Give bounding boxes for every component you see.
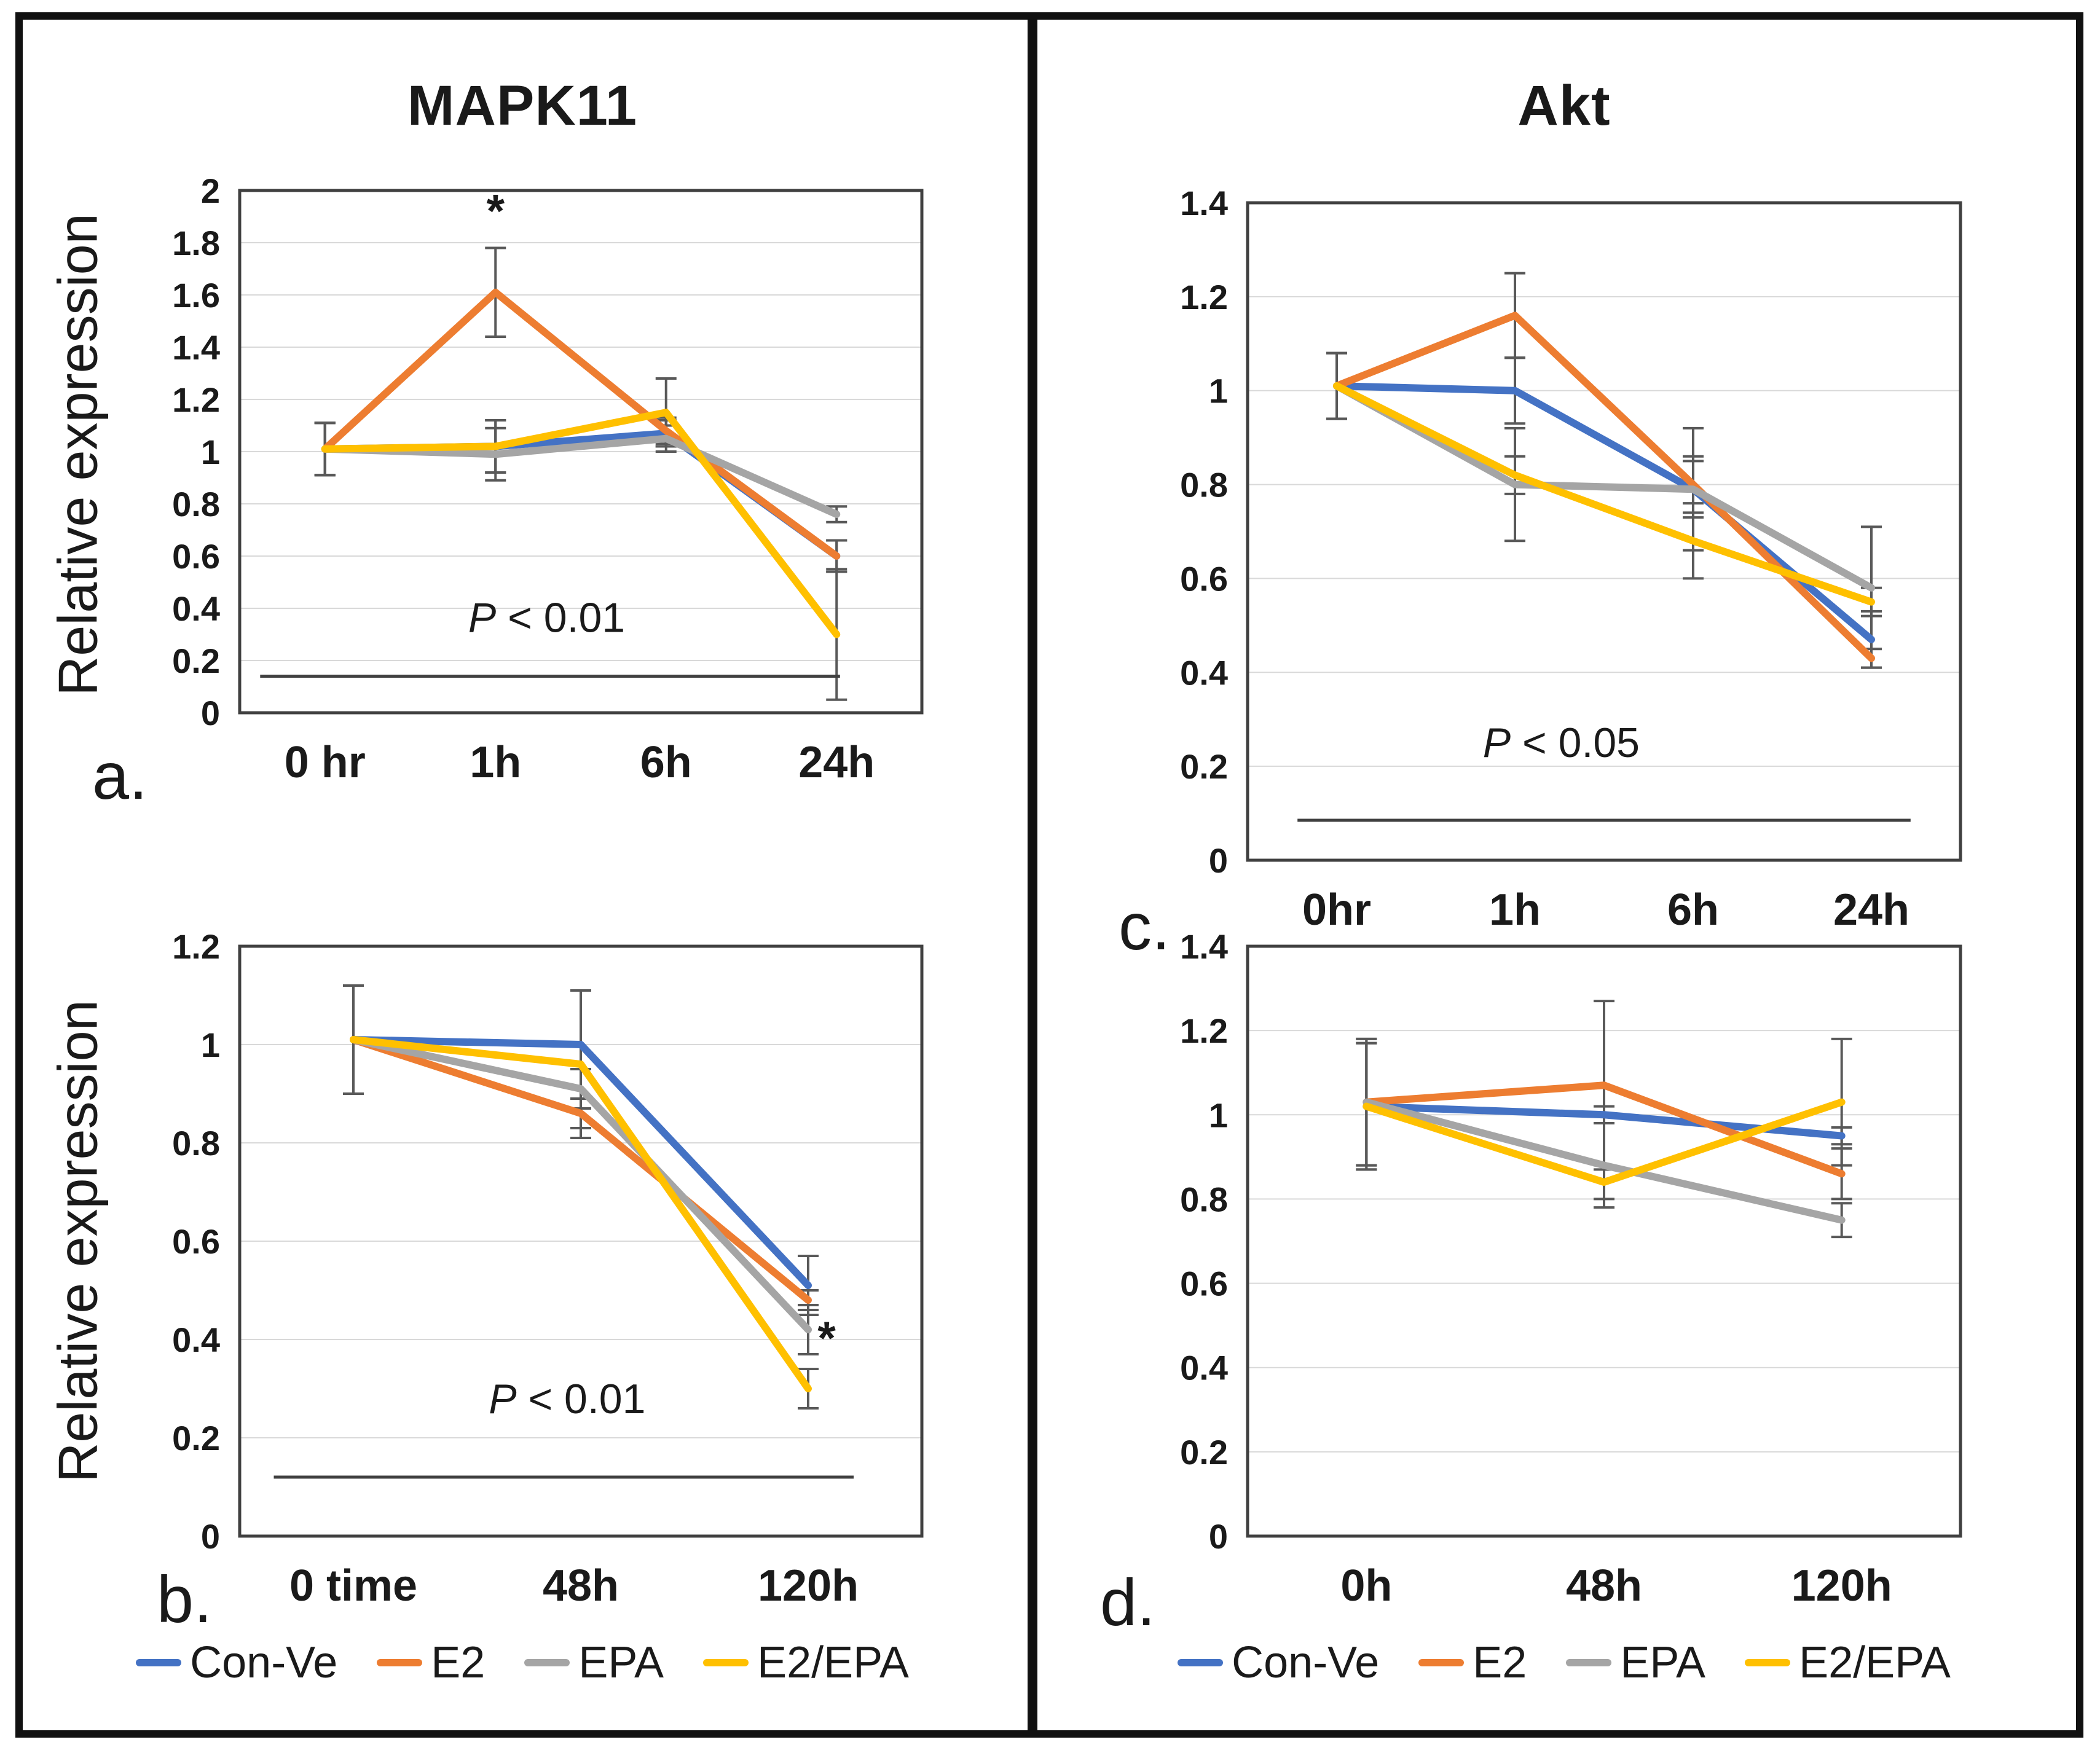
legend-swatch <box>1566 1659 1612 1666</box>
figure-outer-border <box>15 12 2083 1738</box>
legend-swatch <box>1745 1659 1791 1666</box>
legend-swatch <box>1418 1659 1465 1666</box>
legend-label: Con-Ve <box>190 1638 338 1687</box>
legend-swatch <box>524 1659 570 1666</box>
legend-label: E2/EPA <box>1799 1638 1951 1687</box>
y-axis-title-panel-a: Relative expression <box>47 213 109 696</box>
legend-item-Con-Ve: Con-Ve <box>136 1637 337 1688</box>
legend-label: E2 <box>431 1638 486 1687</box>
legend-item-E2: E2 <box>1418 1637 1527 1688</box>
legend-left-column: Con-Ve E2 EPA E2/EPA <box>37 1637 1008 1688</box>
legend-label: E2/EPA <box>757 1638 909 1687</box>
legend-swatch <box>136 1659 182 1666</box>
panel-letter-d: d. <box>1100 1565 1156 1639</box>
legend-item-E2: E2 <box>377 1637 485 1688</box>
legend-label: EPA <box>1620 1638 1706 1687</box>
legend-swatch <box>1178 1659 1224 1666</box>
legend-right-column: Con-Ve E2 EPA E2/EPA <box>1076 1637 2053 1688</box>
legend-item-EPA: EPA <box>1566 1637 1705 1688</box>
column-divider <box>1028 12 1037 1738</box>
legend-item-Con-Ve: Con-Ve <box>1178 1637 1379 1688</box>
legend-item-EPA: EPA <box>524 1637 664 1688</box>
panel-letter-a: a. <box>92 739 148 813</box>
panel-letter-b: b. <box>157 1562 213 1636</box>
legend-item-E2/EPA: E2/EPA <box>703 1637 909 1688</box>
y-axis-title-panel-b: Relative expression <box>47 1000 109 1483</box>
legend-swatch <box>703 1659 749 1666</box>
legend-label: E2 <box>1473 1638 1527 1687</box>
legend-label: Con-Ve <box>1232 1638 1380 1687</box>
legend-swatch <box>377 1659 423 1666</box>
chart-title-akt: Akt <box>1517 74 1611 137</box>
chart-title-mapk11: MAPK11 <box>407 74 638 137</box>
legend-label: EPA <box>578 1638 664 1687</box>
legend-item-E2/EPA: E2/EPA <box>1745 1637 1951 1688</box>
panel-letter-c: c. <box>1119 889 1171 963</box>
